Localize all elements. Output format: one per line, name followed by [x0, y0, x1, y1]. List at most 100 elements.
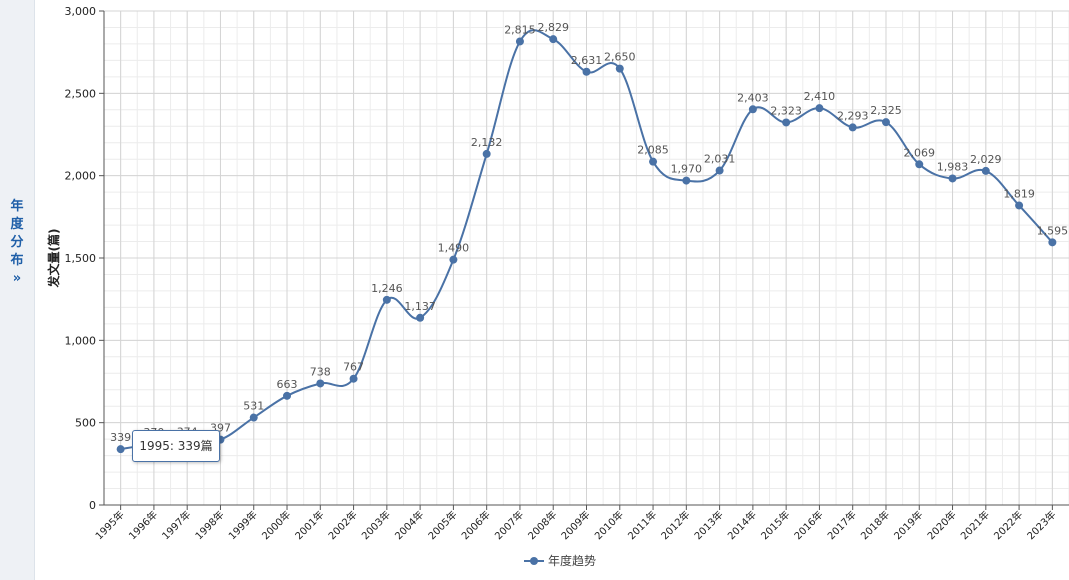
data-label: 1,246 — [371, 282, 403, 295]
data-point — [349, 374, 358, 383]
tab-char: 年 — [10, 199, 24, 214]
x-tick-label: 2023年 — [1024, 508, 1058, 542]
tab-char: 分 — [10, 235, 24, 250]
data-point — [915, 160, 924, 169]
data-label: 663 — [277, 378, 298, 391]
data-label: 2,410 — [804, 90, 836, 103]
x-tick-label: 1997年 — [159, 508, 193, 542]
x-tick-label: 2017年 — [825, 508, 859, 542]
data-label: 531 — [243, 400, 264, 413]
data-point — [715, 166, 724, 175]
legend-marker — [530, 557, 538, 565]
y-tick-label: 3,000 — [65, 5, 97, 18]
data-point — [615, 64, 624, 73]
data-point — [515, 37, 524, 46]
data-label: 2,631 — [571, 54, 603, 67]
data-point — [682, 176, 691, 185]
data-label: 2,323 — [770, 104, 802, 117]
y-axis-title: 发文量(篇) — [46, 229, 61, 289]
y-tick-label: 500 — [75, 417, 96, 430]
x-tick-label: 2010年 — [592, 508, 626, 542]
data-label: 2,029 — [970, 153, 1002, 166]
x-tick-label: 2016年 — [791, 508, 825, 542]
data-label: 1,137 — [404, 300, 436, 313]
data-label: 1,819 — [1003, 187, 1035, 200]
tab-char: 布 — [10, 253, 24, 268]
x-tick-label: 2005年 — [425, 508, 459, 542]
x-tick-label: 2000年 — [259, 508, 293, 542]
x-tick-label: 2004年 — [392, 508, 426, 542]
x-tick-label: 2003年 — [359, 508, 393, 542]
x-tick-label: 2015年 — [758, 508, 792, 542]
x-tick-label: 1999年 — [226, 508, 260, 542]
data-point — [116, 445, 125, 454]
x-tick-label: 2018年 — [858, 508, 892, 542]
data-label: 1,490 — [438, 242, 470, 255]
data-point — [416, 313, 425, 322]
data-point — [881, 118, 890, 127]
data-label: 2,085 — [637, 144, 669, 157]
y-tick-label: 2,500 — [65, 87, 97, 100]
y-tick-label: 1,500 — [65, 252, 97, 265]
data-point — [283, 391, 292, 400]
data-point — [981, 166, 990, 175]
data-point — [582, 67, 591, 76]
data-label: 2,650 — [604, 51, 636, 64]
data-label: 2,069 — [904, 146, 936, 159]
x-tick-label: 2014年 — [725, 508, 759, 542]
legend[interactable]: 年度趋势 — [524, 553, 596, 568]
data-label: 2,132 — [471, 136, 503, 149]
x-tick-label: 2001年 — [292, 508, 326, 542]
data-label: 1,970 — [671, 163, 703, 176]
data-point — [948, 174, 957, 183]
x-axis-ticks: 1995年 1996年 1997年 1998年 1999年 2000年 2001年 2002年… — [92, 505, 1058, 542]
data-point — [482, 149, 491, 158]
data-label: 2,829 — [537, 21, 569, 34]
data-label: 339 — [110, 431, 131, 444]
data-point — [848, 123, 857, 132]
x-tick-label: 2013年 — [691, 508, 725, 542]
data-label: 2,031 — [704, 153, 736, 166]
x-tick-label: 2021年 — [958, 508, 992, 542]
x-tick-label: 2006年 — [459, 508, 493, 542]
sidebar-panel: 年 度 分 布 » — [0, 0, 35, 580]
data-point — [649, 157, 658, 166]
data-point — [382, 295, 391, 304]
data-point — [549, 35, 558, 44]
data-point — [449, 255, 458, 264]
y-tick-label: 1,000 — [65, 334, 97, 347]
x-tick-label: 2009年 — [558, 508, 592, 542]
y-tick-label: 0 — [89, 499, 96, 512]
data-label: 2,325 — [870, 104, 902, 117]
x-tick-label: 2020年 — [924, 508, 958, 542]
data-label: 2,403 — [737, 91, 769, 104]
data-point — [782, 118, 791, 127]
hover-tooltip: 1995: 339篇 — [132, 430, 220, 462]
data-label: 2,293 — [837, 109, 869, 122]
x-tick-label: 2011年 — [625, 508, 659, 542]
data-label: 767 — [343, 361, 364, 374]
data-label: 1,595 — [1037, 224, 1069, 237]
x-tick-label: 2007年 — [492, 508, 526, 542]
y-axis-ticks: 0 500 1,000 1,500 2,000 2,500 3,000 — [65, 5, 104, 512]
y-tick-label: 2,000 — [65, 170, 97, 183]
data-point — [1048, 238, 1057, 247]
data-label: 2,815 — [504, 23, 536, 36]
x-tick-label: 2019年 — [891, 508, 925, 542]
data-label: 738 — [310, 365, 331, 378]
expand-chevron-icon: » — [12, 271, 22, 286]
data-point — [815, 104, 824, 113]
x-tick-label: 2022年 — [991, 508, 1025, 542]
legend-label: 年度趋势 — [548, 553, 596, 568]
x-tick-label: 1998年 — [192, 508, 226, 542]
major-grid — [104, 10, 1069, 506]
data-point — [316, 379, 325, 388]
data-point — [1015, 201, 1024, 210]
x-tick-label: 2002年 — [325, 508, 359, 542]
data-label: 1,983 — [937, 160, 969, 173]
x-tick-label: 2008年 — [525, 508, 559, 542]
annual-distribution-tab[interactable]: 年 度 分 布 » — [6, 198, 28, 288]
x-tick-label: 1996年 — [126, 508, 160, 542]
data-point — [748, 105, 757, 114]
